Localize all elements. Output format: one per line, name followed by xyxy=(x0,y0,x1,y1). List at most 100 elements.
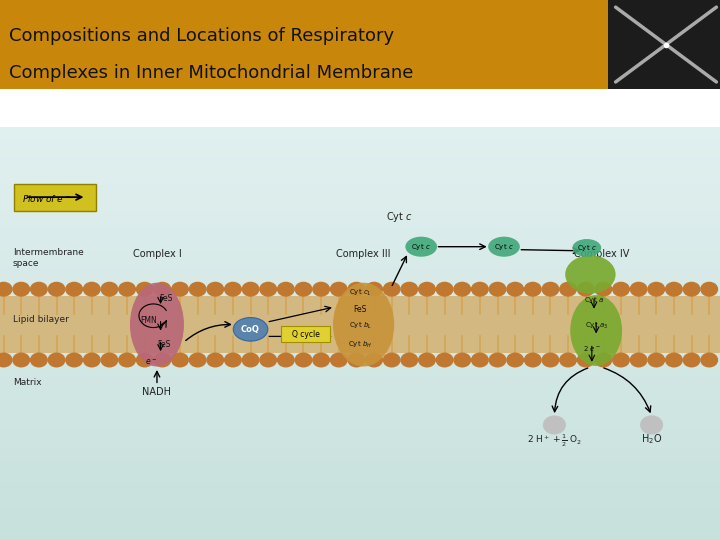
Bar xyxy=(0,305,720,309)
Circle shape xyxy=(418,353,435,367)
Circle shape xyxy=(648,353,665,367)
Circle shape xyxy=(189,353,206,367)
Ellipse shape xyxy=(333,283,395,367)
Bar xyxy=(0,242,720,247)
Text: Complex III: Complex III xyxy=(336,249,391,259)
Circle shape xyxy=(401,353,418,367)
Circle shape xyxy=(577,353,594,367)
Bar xyxy=(0,424,720,428)
Circle shape xyxy=(348,353,365,367)
Text: Cyt $c$: Cyt $c$ xyxy=(386,210,413,224)
Bar xyxy=(0,144,720,147)
Circle shape xyxy=(330,282,347,296)
Circle shape xyxy=(613,282,629,296)
Circle shape xyxy=(66,353,82,367)
Circle shape xyxy=(277,353,294,367)
Bar xyxy=(0,383,720,387)
Bar xyxy=(0,400,720,404)
Text: $2\ \mathrm{H}^+ + \frac{1}{2}\ \mathrm{O}_2$: $2\ \mathrm{H}^+ + \frac{1}{2}\ \mathrm{… xyxy=(527,432,582,449)
Text: Cyt $c$: Cyt $c$ xyxy=(411,242,431,252)
Text: NADH: NADH xyxy=(143,387,171,397)
Bar xyxy=(0,139,720,144)
Bar xyxy=(0,205,720,210)
Circle shape xyxy=(136,282,153,296)
Ellipse shape xyxy=(565,255,616,294)
Circle shape xyxy=(472,282,488,296)
Circle shape xyxy=(277,282,294,296)
Circle shape xyxy=(507,282,523,296)
Bar xyxy=(0,387,720,392)
Bar xyxy=(0,210,720,214)
Circle shape xyxy=(666,282,683,296)
Bar xyxy=(0,160,720,164)
Circle shape xyxy=(641,416,662,434)
Bar xyxy=(0,470,720,474)
Text: FeS: FeS xyxy=(158,340,171,349)
Bar xyxy=(0,296,720,353)
Bar xyxy=(0,218,720,222)
Bar xyxy=(0,272,720,275)
Bar xyxy=(0,214,720,218)
FancyBboxPatch shape xyxy=(14,184,96,211)
Text: Complexes in Inner Mitochondrial Membrane: Complexes in Inner Mitochondrial Membran… xyxy=(9,64,413,82)
Circle shape xyxy=(472,353,488,367)
Text: $2\ e^-$: $2\ e^-$ xyxy=(583,344,600,353)
Circle shape xyxy=(613,353,629,367)
Circle shape xyxy=(295,282,312,296)
Bar xyxy=(0,197,720,201)
Circle shape xyxy=(189,282,206,296)
Bar xyxy=(0,164,720,168)
Ellipse shape xyxy=(405,237,437,256)
Bar xyxy=(0,474,720,478)
Text: FMN: FMN xyxy=(140,316,157,326)
Bar xyxy=(0,367,720,370)
Bar xyxy=(0,449,720,453)
Circle shape xyxy=(260,282,276,296)
Text: Compositions and Locations of Respiratory: Compositions and Locations of Respirator… xyxy=(9,26,394,45)
Text: Cyt $a$: Cyt $a$ xyxy=(584,295,604,305)
Ellipse shape xyxy=(570,295,622,366)
Ellipse shape xyxy=(572,239,601,256)
Bar xyxy=(0,416,720,420)
Circle shape xyxy=(366,282,382,296)
Circle shape xyxy=(683,282,700,296)
Circle shape xyxy=(348,282,365,296)
Bar xyxy=(0,0,608,89)
Ellipse shape xyxy=(130,283,184,367)
Text: Flow of $e^-$: Flow of $e^-$ xyxy=(22,193,71,204)
Bar xyxy=(0,230,720,234)
Circle shape xyxy=(544,416,565,434)
Bar xyxy=(0,321,720,325)
Bar xyxy=(0,379,720,383)
Bar xyxy=(0,247,720,251)
Circle shape xyxy=(207,282,223,296)
Bar xyxy=(0,177,720,180)
Bar xyxy=(0,511,720,515)
Bar xyxy=(0,437,720,441)
Circle shape xyxy=(154,282,171,296)
Bar xyxy=(0,507,720,511)
Circle shape xyxy=(119,282,135,296)
Circle shape xyxy=(701,282,717,296)
Bar xyxy=(0,462,720,465)
Circle shape xyxy=(560,353,576,367)
Bar xyxy=(0,346,720,350)
Bar xyxy=(0,280,720,284)
Bar xyxy=(0,519,720,523)
Circle shape xyxy=(0,282,12,296)
Text: Cyt $b_H$: Cyt $b_H$ xyxy=(348,340,372,350)
Text: Complex IV: Complex IV xyxy=(574,249,629,259)
Text: Cyt $a_3$: Cyt $a_3$ xyxy=(585,321,608,330)
Bar xyxy=(0,408,720,412)
Circle shape xyxy=(383,353,400,367)
Bar xyxy=(0,180,720,185)
Bar xyxy=(0,255,720,259)
Bar xyxy=(0,333,720,338)
Circle shape xyxy=(648,282,665,296)
Text: $e^-$: $e^-$ xyxy=(145,357,157,367)
Bar xyxy=(0,445,720,449)
Text: Cyt $b_L$: Cyt $b_L$ xyxy=(348,321,372,330)
Circle shape xyxy=(207,353,223,367)
Bar xyxy=(0,453,720,457)
Bar xyxy=(0,532,720,536)
